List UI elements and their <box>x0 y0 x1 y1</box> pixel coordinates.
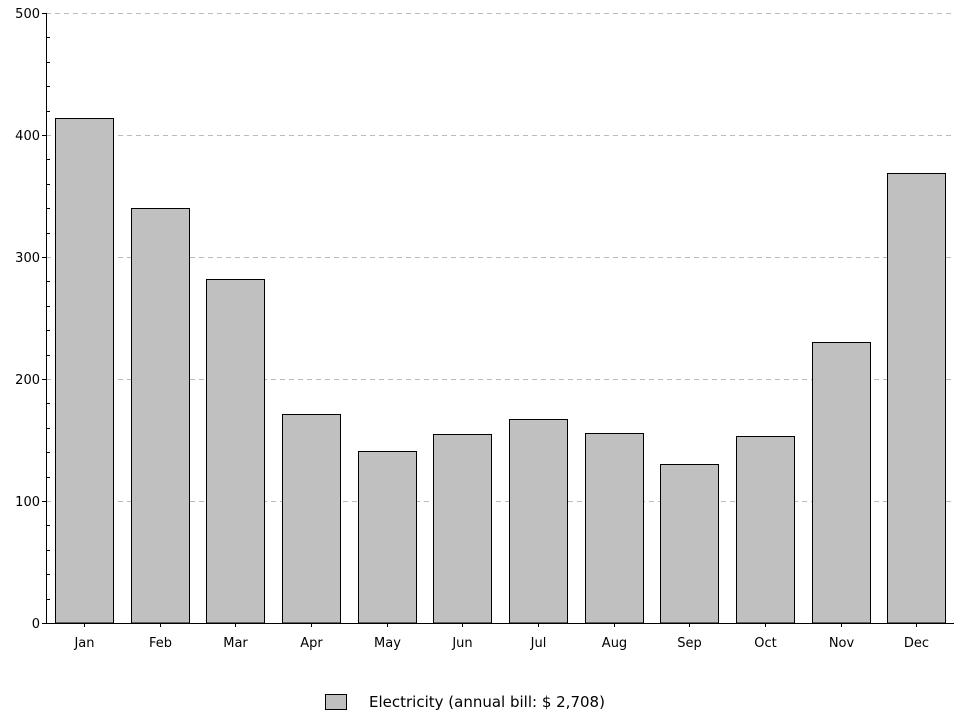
x-tick-label-may: May <box>374 636 401 651</box>
bar-feb <box>131 208 190 624</box>
x-tick-label-jul: Jul <box>530 636 547 651</box>
x-tick-label-feb: Feb <box>149 636 172 651</box>
y-tick-label: 400 <box>15 129 40 144</box>
y-tick-labels: 0 100 200 300 400 500 <box>15 7 40 632</box>
x-tick-labels: Jan Feb Mar Apr May Jun Jul Aug Sep Oct Nov Dec <box>73 636 929 651</box>
bar-jul <box>509 419 568 624</box>
y-tick-label: 500 <box>15 7 40 22</box>
x-tick-label-apr: Apr <box>300 636 323 651</box>
bars <box>55 118 946 624</box>
y-tick-label: 200 <box>15 373 40 388</box>
bar-may <box>358 451 417 624</box>
bar-jun <box>433 434 492 624</box>
x-tick-label-jun: Jun <box>451 636 472 651</box>
bar-chart: 0 100 200 300 400 500 Jan Feb Mar Apr May Jun Jul Au… <box>15 7 954 651</box>
x-tick-label-sep: Sep <box>677 636 702 651</box>
x-tick-label-dec: Dec <box>904 636 929 651</box>
y-tick-label: 300 <box>15 251 40 266</box>
legend: Electricity (annual bill: $ 2,708) <box>0 688 954 718</box>
x-tick-label-mar: Mar <box>223 636 248 651</box>
bar-sep <box>660 464 719 624</box>
legend-label: Electricity (annual bill: $ 2,708) <box>369 693 605 711</box>
bar-aug <box>585 433 644 624</box>
bar-oct <box>736 436 795 624</box>
bar-mar <box>206 279 265 624</box>
bar-nov <box>812 342 871 624</box>
bar-dec <box>887 173 946 624</box>
x-tick-label-jan: Jan <box>73 636 94 651</box>
legend-swatch <box>325 694 347 710</box>
y-tick-label: 100 <box>15 495 40 510</box>
x-tick-label-oct: Oct <box>754 636 776 651</box>
grid-lines <box>46 13 954 502</box>
x-tick-label-aug: Aug <box>602 636 627 651</box>
y-tick-label: 0 <box>32 617 40 632</box>
bar-apr <box>282 414 341 624</box>
x-tick-label-nov: Nov <box>829 636 855 651</box>
axes <box>42 13 954 627</box>
bar-jan <box>55 118 114 624</box>
